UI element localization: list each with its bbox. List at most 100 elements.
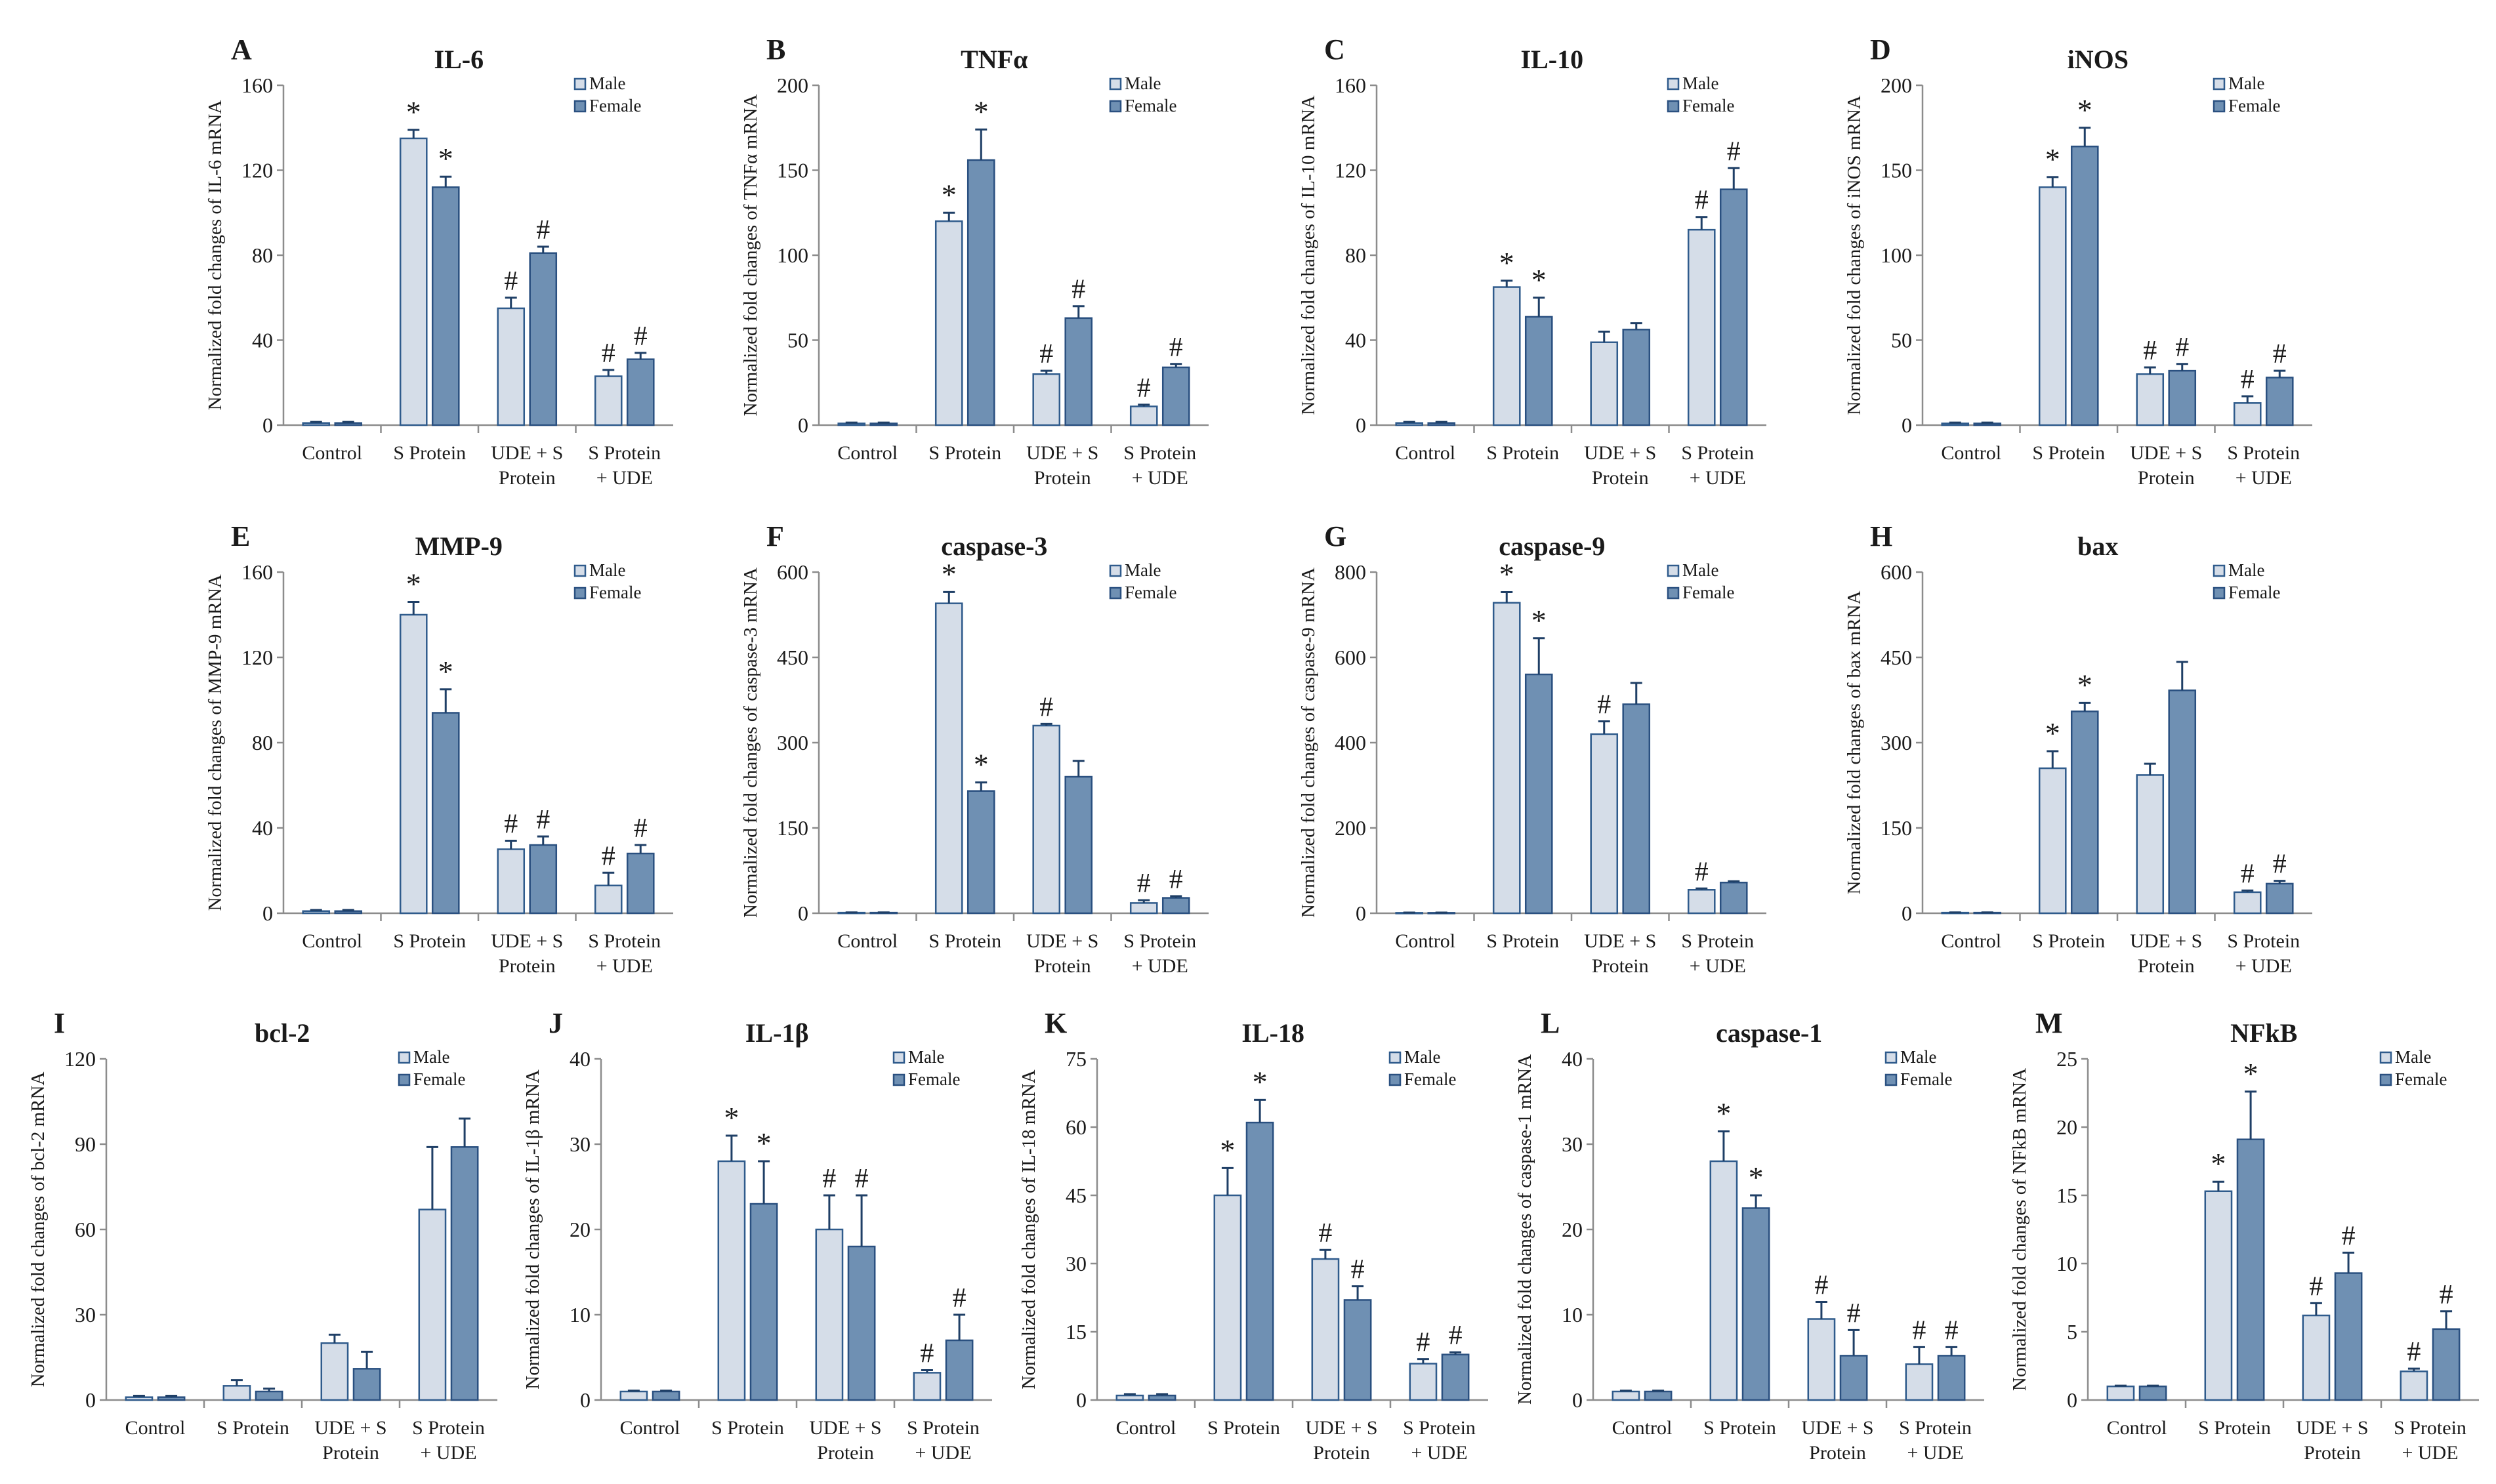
panel-a: A IL-6 Normalized fold changes of IL-6 mRN… (205, 33, 673, 489)
x-tick-label: Control (125, 1417, 186, 1439)
bar-female (1064, 317, 1093, 426)
bar-male (2136, 774, 2165, 915)
bar-male (2400, 1371, 2428, 1401)
x-tick-label: S Protein + UDE (2394, 1417, 2466, 1464)
bar-female (1343, 1299, 1372, 1401)
y-tick-label: 15 (1066, 1320, 1087, 1344)
significance-marker: * (1716, 1097, 1731, 1130)
bar-female (626, 358, 655, 426)
bar-male (399, 137, 428, 426)
y-tick-label: 40 (252, 329, 273, 352)
significance-marker: # (1727, 136, 1741, 167)
y-tick-label: 0 (2067, 1388, 2077, 1412)
x-tick-label: UDE + S Protein (1305, 1417, 1377, 1464)
y-tick-label: 160 (1335, 73, 1366, 97)
x-tick-label: S Protein (393, 442, 466, 464)
panel-letter: C (1324, 33, 1345, 66)
panel-letter: G (1324, 520, 1346, 552)
y-tick-label: 200 (777, 73, 808, 97)
bar-male (1032, 373, 1061, 426)
legend-label-female: Female (2228, 583, 2280, 602)
bar-female (2334, 1272, 2363, 1401)
panel-letter: J (549, 1007, 563, 1039)
bar-male (2204, 1190, 2233, 1401)
legend-swatch-female (2213, 587, 2226, 600)
y-tick-label: 160 (241, 560, 273, 584)
bar-male (125, 1396, 154, 1401)
bar-female (652, 1390, 680, 1401)
y-tick-label: 40 (1345, 329, 1366, 352)
chart-title: IL-18 (1241, 1018, 1304, 1048)
y-tick-label: 100 (777, 243, 808, 267)
bar-male (1590, 733, 1619, 915)
significance-marker: # (1597, 690, 1611, 720)
y-tick-label: 80 (1345, 243, 1366, 267)
bar-male (2038, 186, 2067, 426)
panel-e: E MMP-9 Normalized fold changes of MMP-9 m… (205, 520, 673, 977)
x-tick-label: Control (1612, 1417, 1673, 1439)
y-axis-label: Normalized fold changes of IL-18 mRNA (1018, 1069, 1039, 1389)
bar-female (2168, 690, 2197, 915)
significance-marker: # (822, 1164, 836, 1194)
legend-swatch-male (1667, 77, 1680, 91)
bar-female (1937, 1355, 1966, 1401)
y-tick-label: 20 (1562, 1218, 1583, 1241)
bar-female (2138, 1385, 2167, 1401)
legend-label-female: Female (589, 583, 641, 602)
y-tick-label: 30 (1562, 1132, 1583, 1156)
bar-male (497, 848, 526, 915)
x-tick-label: S Protein + UDE (2227, 930, 2300, 977)
bar-female (334, 422, 363, 426)
significance-marker: # (1039, 692, 1053, 722)
bar-male (1492, 286, 1521, 426)
y-tick-label: 0 (1572, 1388, 1583, 1412)
x-tick-label: UDE + S Protein (1801, 1417, 1873, 1464)
y-tick-label: 50 (787, 329, 808, 352)
bar-female (1719, 881, 1748, 915)
panel-letter: E (231, 520, 250, 552)
x-tick-label: UDE + S Protein (1584, 930, 1656, 977)
significance-marker: # (602, 841, 615, 871)
legend-swatch-male (1109, 564, 1122, 577)
x-tick-label: Control (1395, 930, 1455, 952)
bar-female (334, 910, 363, 915)
y-tick-label: 20 (2056, 1115, 2077, 1139)
significance-marker: * (406, 567, 421, 601)
bar-female (2168, 369, 2197, 426)
y-tick-label: 0 (1356, 901, 1366, 925)
bar-female (1741, 1207, 1770, 1401)
legend-swatch-male (573, 77, 587, 91)
legend-swatch-male (573, 564, 587, 577)
legend-swatch-male (2213, 564, 2226, 577)
x-tick-label: UDE + S Protein (491, 442, 563, 489)
significance-marker: * (1220, 1133, 1235, 1166)
y-tick-label: 30 (1066, 1252, 1087, 1275)
bar-female (1064, 775, 1093, 915)
bar-male (1115, 1394, 1144, 1401)
bar-male (2106, 1385, 2135, 1401)
bar-male (1941, 423, 1970, 426)
bar-female (2070, 711, 2099, 915)
y-tick-label: 25 (2056, 1047, 2077, 1071)
significance-marker: # (953, 1283, 967, 1313)
y-axis-label: Normalized fold changes of NFkB mRNA (2009, 1068, 2030, 1391)
x-tick-label: Control (1395, 442, 1455, 464)
bar-female (847, 1245, 876, 1401)
y-tick-label: 600 (777, 560, 808, 584)
legend-swatch-female (2379, 1073, 2392, 1086)
bar-male (1129, 405, 1158, 426)
y-tick-label: 80 (252, 731, 273, 754)
significance-marker: # (536, 215, 550, 245)
significance-marker: # (2407, 1337, 2421, 1367)
bar-male (1409, 1363, 1438, 1401)
legend-label-female: Female (908, 1069, 960, 1089)
y-tick-label: 45 (1066, 1184, 1087, 1207)
y-axis-label: Normalized fold changes of bcl-2 mRNA (28, 1072, 49, 1388)
bar-male (1687, 889, 1716, 915)
y-tick-label: 120 (1335, 159, 1366, 182)
y-tick-label: 0 (798, 413, 808, 437)
significance-marker: * (2045, 716, 2060, 750)
